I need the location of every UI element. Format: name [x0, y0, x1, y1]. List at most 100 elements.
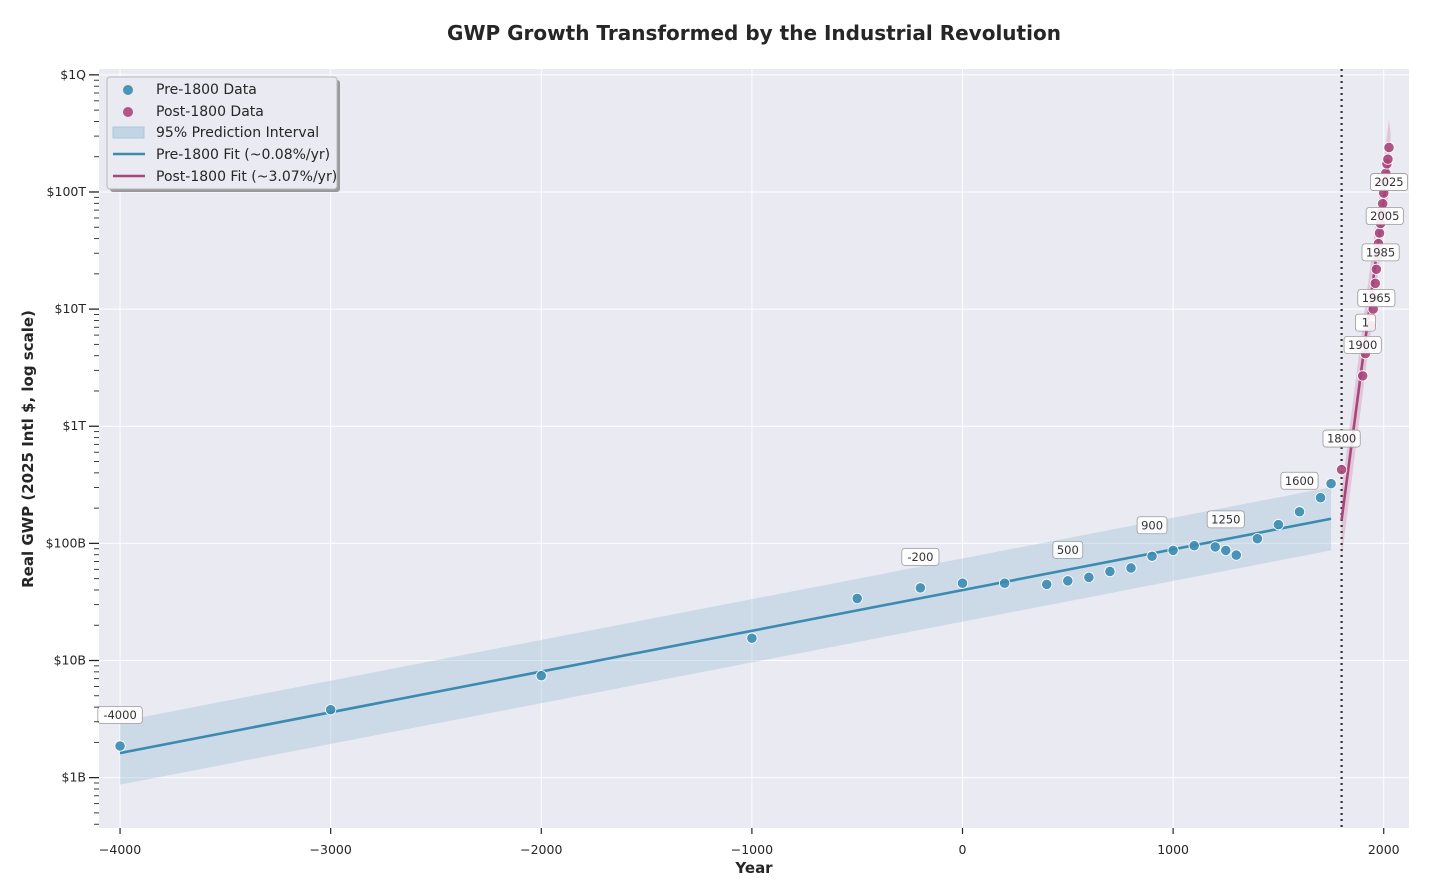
- annotation--4000: -4000: [97, 706, 143, 724]
- pre-1800-data-point: [1220, 544, 1232, 557]
- pre-1800-data-point: [1209, 541, 1221, 553]
- annotation-label: -200: [907, 550, 933, 564]
- y-tick-label: $1T: [62, 418, 86, 433]
- legend-marker-post-data: [123, 107, 133, 117]
- pre-1800-data-point: [1146, 550, 1158, 562]
- legend-label-pre-data: Pre-1800 Data: [156, 82, 257, 98]
- y-tick-label: $10B: [54, 653, 86, 668]
- x-tick-label: 0: [959, 842, 967, 857]
- y-tick-label: $1Q: [60, 67, 86, 82]
- legend-marker-pre-data: [123, 85, 133, 95]
- annotation-500: 500: [1052, 540, 1084, 559]
- annotation-label: 900: [1141, 518, 1163, 532]
- legend-box: [106, 76, 338, 190]
- pre-1800-data-point: [1167, 544, 1179, 557]
- pre-1800-data-point: [1041, 578, 1053, 590]
- annotation-1250: 1250: [1206, 510, 1245, 529]
- y-tick-label: $1B: [62, 770, 86, 785]
- annotation-box: [1280, 471, 1319, 490]
- x-tick-label: 1000: [1157, 842, 1189, 857]
- pre-1800-data-point: [1188, 540, 1200, 552]
- post-1800-data-point: [1369, 277, 1381, 289]
- year-annotations: -4000 -200 500 900 1250 1600 1800 1900 1 1965 1985…: [97, 173, 1408, 724]
- annotation-box: [1052, 540, 1084, 559]
- x-tick-label: −3000: [310, 842, 352, 857]
- legend-label-pre-fit: Pre-1800 Fit (~0.08%/yr): [156, 147, 330, 163]
- pre-1800-data-point: [1104, 565, 1116, 578]
- annotation-box: [1343, 335, 1382, 354]
- post-1800-data-point: [1357, 370, 1369, 382]
- pre-1800-data-point: [1062, 575, 1074, 587]
- annotation-label: -4000: [103, 708, 136, 722]
- annotation-1800: 1800: [1322, 429, 1361, 448]
- pre-1800-data-point: [1251, 533, 1263, 545]
- pre-1800-data-point: [1230, 549, 1242, 561]
- annotation-box: [1369, 173, 1408, 191]
- annotation-label: 1250: [1211, 512, 1240, 526]
- legend-label-post-fit: Post-1800 Fit (~3.07%/yr): [156, 169, 337, 185]
- x-tick-label: −1000: [731, 842, 773, 857]
- annotation-1965: 1965: [1357, 289, 1396, 307]
- annotation--200: -200: [901, 547, 940, 566]
- pre-1800-data-point: [325, 704, 337, 716]
- annotation-900: 900: [1136, 516, 1168, 535]
- annotation-label: 1: [1362, 316, 1369, 330]
- pre-1800-data-point: [914, 582, 926, 594]
- annotation-box: [1361, 243, 1400, 262]
- y-tick-label: $10T: [55, 301, 87, 316]
- pre-1800-data-point: [535, 670, 547, 682]
- x-axis-label: Year: [734, 859, 773, 877]
- y-tick-label: $100T: [47, 184, 87, 199]
- annotation-label: 1900: [1348, 338, 1377, 352]
- annotation-2025: 2025: [1369, 173, 1408, 191]
- annotation-box: [1355, 313, 1376, 332]
- annotation-1600: 1600: [1280, 471, 1319, 490]
- y-tick-label: $100B: [46, 535, 86, 550]
- annotation-label: 1800: [1327, 432, 1356, 446]
- annotation-box: [901, 547, 940, 566]
- plot-background: [99, 69, 1409, 828]
- legend-marker-interval: [112, 126, 145, 139]
- annotation-1985: 1985: [1361, 243, 1400, 262]
- y-axis-label: Real GWP (2025 Intl $, log scale): [19, 310, 37, 588]
- legend-label-interval: 95% Prediction Interval: [156, 125, 319, 141]
- annotation-box: [97, 706, 143, 724]
- pre-1800-data-point: [1272, 519, 1285, 531]
- annotation-label: 1965: [1362, 291, 1391, 305]
- pre-1800-data-point: [956, 577, 969, 589]
- annotation-box: [1136, 516, 1168, 535]
- pre-1800-data-point: [1125, 562, 1137, 574]
- post-1800-data-point: [1370, 263, 1382, 275]
- annotation-box: [1357, 289, 1396, 307]
- legend: Pre-1800 Data Post-1800 Data 95% Predict…: [106, 76, 340, 192]
- pre-1800-data-point: [999, 577, 1011, 589]
- pre-1800-data-point: [1314, 492, 1327, 504]
- x-tick-label: 2000: [1368, 842, 1400, 857]
- annotation-label: 2025: [1374, 175, 1403, 189]
- annotation-label: 2005: [1370, 209, 1399, 223]
- pre-1800-data-point: [114, 740, 126, 752]
- annotation-box: [1322, 429, 1361, 448]
- pre-1800-data-point: [851, 592, 863, 605]
- post-1800-data-point: [1383, 141, 1395, 154]
- x-tick-label: −4000: [99, 842, 141, 857]
- annotation-1900: 1900: [1343, 335, 1382, 354]
- pre-1800-data-point: [1083, 571, 1095, 583]
- x-tick-label: −2000: [520, 842, 562, 857]
- post-1800-data-point: [1336, 463, 1348, 476]
- annotation-label: 500: [1057, 543, 1079, 557]
- annotation-1: 1: [1355, 313, 1376, 332]
- chart-title: GWP Growth Transformed by the Industrial…: [447, 21, 1061, 45]
- annotation-2005: 2005: [1365, 207, 1404, 225]
- annotation-label: 1600: [1285, 474, 1314, 488]
- annotation-box: [1206, 510, 1245, 529]
- post-1800-data-point: [1373, 227, 1386, 239]
- post-1800-data-point: [1382, 153, 1394, 165]
- axis-ticks: −4000 −3000 −2000 −1000 0 1000 2000 $1B $10B $100…: [46, 67, 1400, 857]
- legend-label-post-data: Post-1800 Data: [156, 104, 264, 120]
- pre-1800-data-point: [1325, 478, 1337, 490]
- annotation-label: 1985: [1366, 245, 1395, 259]
- annotation-box: [1365, 207, 1404, 225]
- pre-1800-data-point: [746, 632, 758, 644]
